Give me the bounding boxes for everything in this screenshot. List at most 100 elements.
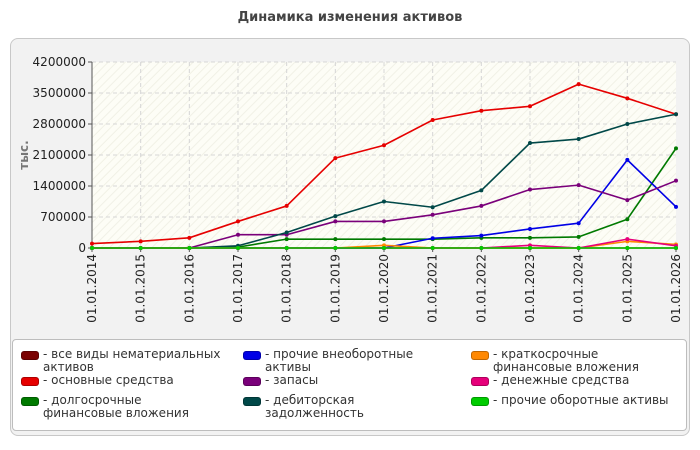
data-point (284, 246, 289, 250)
data-point (90, 241, 94, 246)
data-point (333, 214, 338, 219)
x-tick-label: 01.01.2015 (134, 254, 148, 323)
legend-item: прочие внеоборотные активы (243, 348, 453, 374)
data-point (236, 219, 240, 224)
legend-label: прочие оборотные активы (493, 394, 668, 407)
data-point (479, 203, 484, 208)
data-point (382, 219, 386, 224)
data-point (479, 233, 484, 238)
data-point (333, 219, 338, 224)
data-point (528, 187, 532, 192)
legend-swatch (471, 377, 489, 386)
data-point (382, 237, 386, 242)
legend-swatch (471, 351, 489, 360)
legend-label: дебиторская задолженность (265, 394, 453, 420)
data-point (382, 199, 386, 204)
legend-item: краткосрочные финансовые вложения (471, 348, 671, 374)
data-point (625, 96, 630, 101)
legend-swatch (21, 351, 39, 360)
x-tick-label: 01.01.2023 (523, 254, 537, 323)
legend-item: основные средства (21, 374, 221, 387)
data-point (528, 141, 532, 146)
data-point (625, 246, 630, 250)
data-point (674, 246, 678, 250)
data-point (674, 112, 678, 117)
x-tick-label: 01.01.2014 (85, 254, 99, 323)
data-point (674, 178, 678, 183)
data-point (430, 205, 435, 210)
x-tick-label: 01.01.2020 (377, 254, 391, 323)
legend-swatch (243, 351, 261, 360)
data-point (576, 221, 581, 226)
data-point (528, 226, 532, 231)
legend-item: запасы (243, 374, 453, 387)
data-point (625, 217, 630, 222)
data-point (333, 237, 338, 242)
legend-label: краткосрочные финансовые вложения (493, 348, 671, 374)
data-point (382, 143, 386, 148)
chart-legend: все виды нематериальных активовосновные … (12, 339, 687, 431)
y-tick-label: 2100000 (33, 148, 86, 162)
data-point (90, 246, 94, 250)
legend-swatch (471, 397, 489, 406)
data-point (528, 246, 532, 250)
data-point (430, 236, 435, 241)
x-tick-label: 01.01.2025 (620, 254, 634, 323)
y-tick-label: 4200000 (33, 55, 86, 69)
data-point (674, 146, 678, 151)
data-point (187, 246, 192, 250)
data-point (138, 239, 143, 244)
y-tick-label: 2800000 (33, 117, 86, 131)
data-point (187, 235, 192, 240)
y-tick-label: 700000 (40, 210, 86, 224)
legend-swatch (21, 377, 39, 386)
legend-label: основные средства (43, 374, 174, 387)
legend-item: дебиторская задолженность (243, 394, 453, 420)
legend-swatch (243, 397, 261, 406)
x-tick-label: 01.01.2019 (328, 254, 342, 323)
y-tick-label: 0 (78, 241, 86, 255)
data-point (674, 204, 678, 209)
y-tick-label: 3500000 (33, 86, 86, 100)
x-tick-label: 01.01.2016 (182, 254, 196, 323)
y-axis-label: тыс. (17, 140, 31, 169)
data-point (284, 230, 289, 235)
legend-label: прочие внеоборотные активы (265, 348, 453, 374)
data-point (284, 237, 289, 242)
legend-item: прочие оборотные активы (471, 394, 671, 407)
x-tick-label: 01.01.2017 (231, 254, 245, 323)
data-point (284, 203, 289, 208)
legend-swatch (243, 377, 261, 386)
data-point (236, 246, 240, 250)
legend-swatch (21, 397, 39, 406)
x-tick-label: 01.01.2022 (474, 254, 488, 323)
legend-item: денежные средства (471, 374, 671, 387)
data-point (576, 234, 581, 239)
data-point (138, 246, 143, 250)
x-tick-label: 01.01.2018 (280, 254, 294, 323)
data-point (479, 108, 484, 113)
data-point (576, 82, 581, 87)
legend-item: все виды нематериальных активов (21, 348, 221, 374)
data-point (576, 183, 581, 188)
legend-label: запасы (265, 374, 318, 387)
data-point (382, 246, 386, 250)
x-tick-label: 01.01.2024 (572, 254, 586, 323)
y-tick-label: 1400000 (33, 179, 86, 193)
data-point (528, 104, 532, 109)
data-point (333, 156, 338, 161)
legend-label: все виды нематериальных активов (43, 348, 221, 374)
data-point (333, 246, 338, 250)
x-tick-label: 01.01.2026 (669, 254, 683, 323)
data-point (625, 237, 630, 242)
data-point (479, 188, 484, 193)
data-point (430, 246, 435, 250)
data-point (528, 235, 532, 240)
data-point (236, 232, 240, 237)
chart-title: Динамика изменения активов (237, 10, 463, 25)
data-point (576, 246, 581, 250)
data-point (430, 118, 435, 123)
x-tick-label: 01.01.2021 (426, 254, 440, 323)
data-point (625, 122, 630, 126)
